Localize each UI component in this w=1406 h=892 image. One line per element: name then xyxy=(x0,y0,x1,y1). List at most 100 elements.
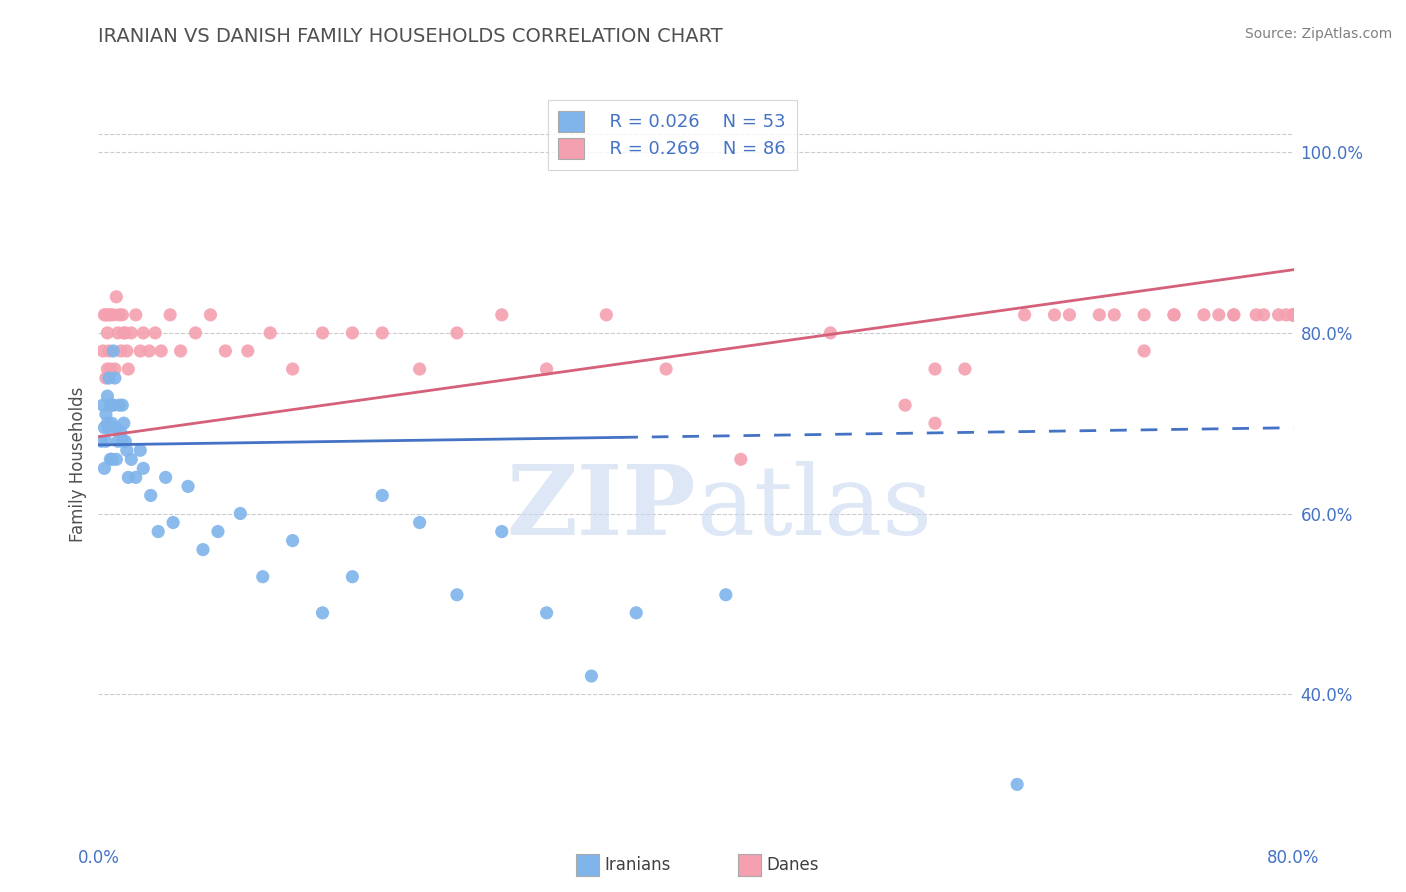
Point xyxy=(1282,308,1305,322)
Point xyxy=(111,308,134,322)
Point xyxy=(229,507,252,521)
Point xyxy=(132,326,155,340)
Point xyxy=(104,371,127,385)
Point xyxy=(169,343,191,358)
Point xyxy=(91,343,114,358)
Point xyxy=(110,343,132,358)
Point xyxy=(120,452,142,467)
Point xyxy=(129,443,152,458)
Point xyxy=(342,570,364,584)
Point xyxy=(259,326,281,340)
Point xyxy=(184,326,207,340)
Point xyxy=(281,533,304,548)
Point xyxy=(108,308,131,322)
Point xyxy=(491,524,513,539)
Text: ZIP: ZIP xyxy=(506,461,696,555)
Point xyxy=(1282,308,1305,322)
Point xyxy=(730,452,752,467)
Point xyxy=(93,421,115,435)
Point xyxy=(1282,308,1305,322)
Point xyxy=(1133,343,1156,358)
Point xyxy=(117,470,139,484)
Point xyxy=(103,398,125,412)
Point xyxy=(1282,308,1305,322)
Point xyxy=(200,308,222,322)
Point xyxy=(114,326,136,340)
Point xyxy=(101,416,124,430)
Point xyxy=(1208,308,1230,322)
Point xyxy=(90,434,112,449)
Point xyxy=(105,290,128,304)
Point xyxy=(155,470,177,484)
Point xyxy=(162,516,184,530)
Point xyxy=(655,362,678,376)
Point xyxy=(820,326,842,340)
Point xyxy=(97,421,120,435)
Point xyxy=(446,588,468,602)
Text: 80.0%: 80.0% xyxy=(1267,849,1320,867)
Point xyxy=(132,461,155,475)
Point xyxy=(191,542,214,557)
Point xyxy=(252,570,274,584)
Point xyxy=(107,434,129,449)
Text: Danes: Danes xyxy=(766,856,818,874)
Point xyxy=(1282,308,1305,322)
Point xyxy=(1223,308,1246,322)
Point xyxy=(894,398,917,412)
Point xyxy=(1244,308,1267,322)
Point xyxy=(103,343,125,358)
Point xyxy=(117,362,139,376)
Point xyxy=(1282,308,1305,322)
Point xyxy=(924,416,946,430)
Point xyxy=(536,606,558,620)
Point xyxy=(143,326,166,340)
Point xyxy=(214,343,236,358)
Point xyxy=(96,362,118,376)
Point xyxy=(114,434,136,449)
Point xyxy=(97,343,120,358)
Point xyxy=(97,371,120,385)
Point xyxy=(96,416,118,430)
Point xyxy=(1282,308,1305,322)
Point xyxy=(446,326,468,340)
Point xyxy=(100,308,122,322)
Point xyxy=(112,326,135,340)
Point xyxy=(104,362,127,376)
Point xyxy=(105,421,128,435)
Point xyxy=(94,407,117,421)
Point xyxy=(281,362,304,376)
Point xyxy=(101,398,124,412)
Point xyxy=(1014,308,1036,322)
Point xyxy=(1267,308,1289,322)
Point xyxy=(626,606,648,620)
Point xyxy=(110,425,132,440)
Point xyxy=(1104,308,1126,322)
Point xyxy=(311,606,333,620)
Point xyxy=(94,308,117,322)
Point xyxy=(1133,308,1156,322)
Point xyxy=(107,326,129,340)
Text: Iranians: Iranians xyxy=(605,856,671,874)
Point xyxy=(148,524,170,539)
Point xyxy=(1282,308,1305,322)
Point xyxy=(159,308,181,322)
Point xyxy=(1282,308,1305,322)
Point xyxy=(111,434,134,449)
Point xyxy=(177,479,200,493)
Point xyxy=(1275,308,1298,322)
Point xyxy=(138,343,160,358)
Point xyxy=(1043,308,1066,322)
Point xyxy=(1282,308,1305,322)
Point xyxy=(91,398,114,412)
Point xyxy=(1253,308,1275,322)
Point xyxy=(207,524,229,539)
Point xyxy=(125,308,148,322)
Point xyxy=(1059,308,1081,322)
Point xyxy=(1282,308,1305,322)
Point xyxy=(924,362,946,376)
Point xyxy=(96,389,118,403)
Point xyxy=(108,398,131,412)
Point xyxy=(581,669,603,683)
Point xyxy=(150,343,173,358)
Y-axis label: Family Households: Family Households xyxy=(69,386,87,541)
